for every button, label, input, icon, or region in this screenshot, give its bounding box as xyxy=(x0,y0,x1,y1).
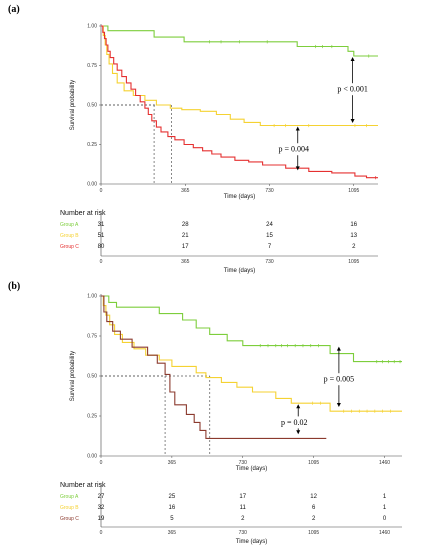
y-tick-label: 0.25 xyxy=(87,414,97,420)
survival-curve xyxy=(101,295,402,363)
risk-x-tick-label: 0 xyxy=(100,259,103,265)
risk-x-axis-title: Time (days) xyxy=(236,539,267,545)
risk-x-tick-label: 730 xyxy=(239,530,248,536)
p-value-arrowhead xyxy=(350,57,355,62)
panel-label: (b) xyxy=(8,281,20,292)
x-axis-title: Time (days) xyxy=(236,466,267,472)
risk-count: 32 xyxy=(98,505,105,511)
x-tick-label: 365 xyxy=(181,188,190,194)
x-tick-label: 730 xyxy=(239,460,248,466)
risk-row-label: Group C xyxy=(60,244,79,250)
risk-count: 7 xyxy=(268,244,272,250)
panel-a: (a) 0.00 0.25 0.50 0.75 1.00 0 365 730 1095 Surviv… xyxy=(8,4,378,274)
x-tick-label: 730 xyxy=(265,188,274,194)
risk-count: 13 xyxy=(350,233,357,239)
risk-count: 15 xyxy=(266,233,273,239)
risk-count: 31 xyxy=(98,222,105,228)
risk-x-tick-label: 1095 xyxy=(348,259,359,265)
risk-row-label: Group C xyxy=(60,516,79,522)
risk-row-label: Group A xyxy=(60,494,79,500)
x-tick-label: 1095 xyxy=(308,460,319,466)
risk-row-label: Group B xyxy=(60,505,79,511)
y-tick-label: 0.25 xyxy=(87,142,97,148)
risk-count: 51 xyxy=(98,233,105,239)
y-tick-label: 1.00 xyxy=(87,24,97,30)
y-tick-label: 1.00 xyxy=(87,294,97,300)
y-tick-label: 0.75 xyxy=(87,334,97,340)
risk-count: 16 xyxy=(350,222,357,228)
risk-count: 5 xyxy=(170,516,174,522)
survival-curve xyxy=(101,25,378,57)
x-tick-label: 0 xyxy=(100,188,103,194)
risk-x-tick-label: 1095 xyxy=(308,530,319,536)
panel-label: (a) xyxy=(8,4,20,15)
risk-count: 19 xyxy=(98,516,105,522)
p-value-arrowhead xyxy=(296,404,301,409)
survival-curve xyxy=(101,25,378,179)
p-value-arrowhead xyxy=(295,126,300,131)
risk-count: 80 xyxy=(98,244,105,250)
p-value-arrowhead xyxy=(296,430,301,435)
risk-x-tick-label: 730 xyxy=(265,259,274,265)
p-value-label: p = 0.02 xyxy=(281,418,308,427)
survival-curve xyxy=(101,25,378,127)
panel-b: (b) 0.00 0.25 0.50 0.75 1.00 0 365 730 1095 1460 Su… xyxy=(8,281,402,545)
risk-count: 1 xyxy=(383,505,387,511)
risk-count: 17 xyxy=(182,244,189,250)
risk-count: 0 xyxy=(383,516,387,522)
risk-table-title: Number at risk xyxy=(60,210,106,217)
risk-count: 2 xyxy=(352,244,356,250)
risk-row-label: Group A xyxy=(60,222,79,228)
p-value-label: p < 0.001 xyxy=(337,85,368,94)
y-tick-label: 0.50 xyxy=(87,103,97,109)
y-tick-label: 0.50 xyxy=(87,374,97,380)
risk-x-tick-label: 1460 xyxy=(379,530,390,536)
risk-count: 11 xyxy=(240,505,247,511)
risk-x-axis-title: Time (days) xyxy=(224,268,255,274)
x-tick-label: 0 xyxy=(100,460,103,466)
p-value-arrowhead xyxy=(336,346,341,351)
risk-table-title: Number at risk xyxy=(60,482,106,489)
risk-x-tick-label: 0 xyxy=(100,530,103,536)
risk-count: 1 xyxy=(383,494,387,500)
x-axis-title: Time (days) xyxy=(224,194,255,200)
risk-count: 6 xyxy=(312,505,316,511)
y-tick-label: 0.00 xyxy=(87,454,97,460)
risk-count: 24 xyxy=(266,222,273,228)
survival-curve xyxy=(101,295,402,412)
risk-count: 2 xyxy=(312,516,316,522)
risk-count: 2 xyxy=(241,516,245,522)
risk-x-tick-label: 365 xyxy=(168,530,177,536)
p-value-arrowhead xyxy=(350,118,355,123)
x-tick-label: 365 xyxy=(168,460,177,466)
risk-count: 27 xyxy=(98,494,105,500)
survival-curve xyxy=(101,295,327,439)
y-tick-label: 0.75 xyxy=(87,63,97,69)
risk-x-tick-label: 365 xyxy=(181,259,190,265)
y-tick-label: 0.00 xyxy=(87,182,97,188)
risk-count: 25 xyxy=(169,494,176,500)
p-value-label: p = 0.005 xyxy=(324,375,355,384)
x-tick-label: 1460 xyxy=(379,460,390,466)
y-axis-title: Survival probability xyxy=(70,80,76,130)
y-axis-title: Survival probability xyxy=(70,351,76,401)
risk-count: 21 xyxy=(182,233,189,239)
p-value-arrowhead xyxy=(295,166,300,171)
p-value-arrowhead xyxy=(336,403,341,407)
x-tick-label: 1095 xyxy=(348,188,359,194)
risk-count: 16 xyxy=(169,505,176,511)
p-value-label: p = 0.004 xyxy=(278,145,309,154)
risk-row-label: Group B xyxy=(60,233,79,239)
risk-count: 12 xyxy=(310,494,317,500)
risk-count: 17 xyxy=(239,494,246,500)
risk-count: 28 xyxy=(182,222,189,228)
